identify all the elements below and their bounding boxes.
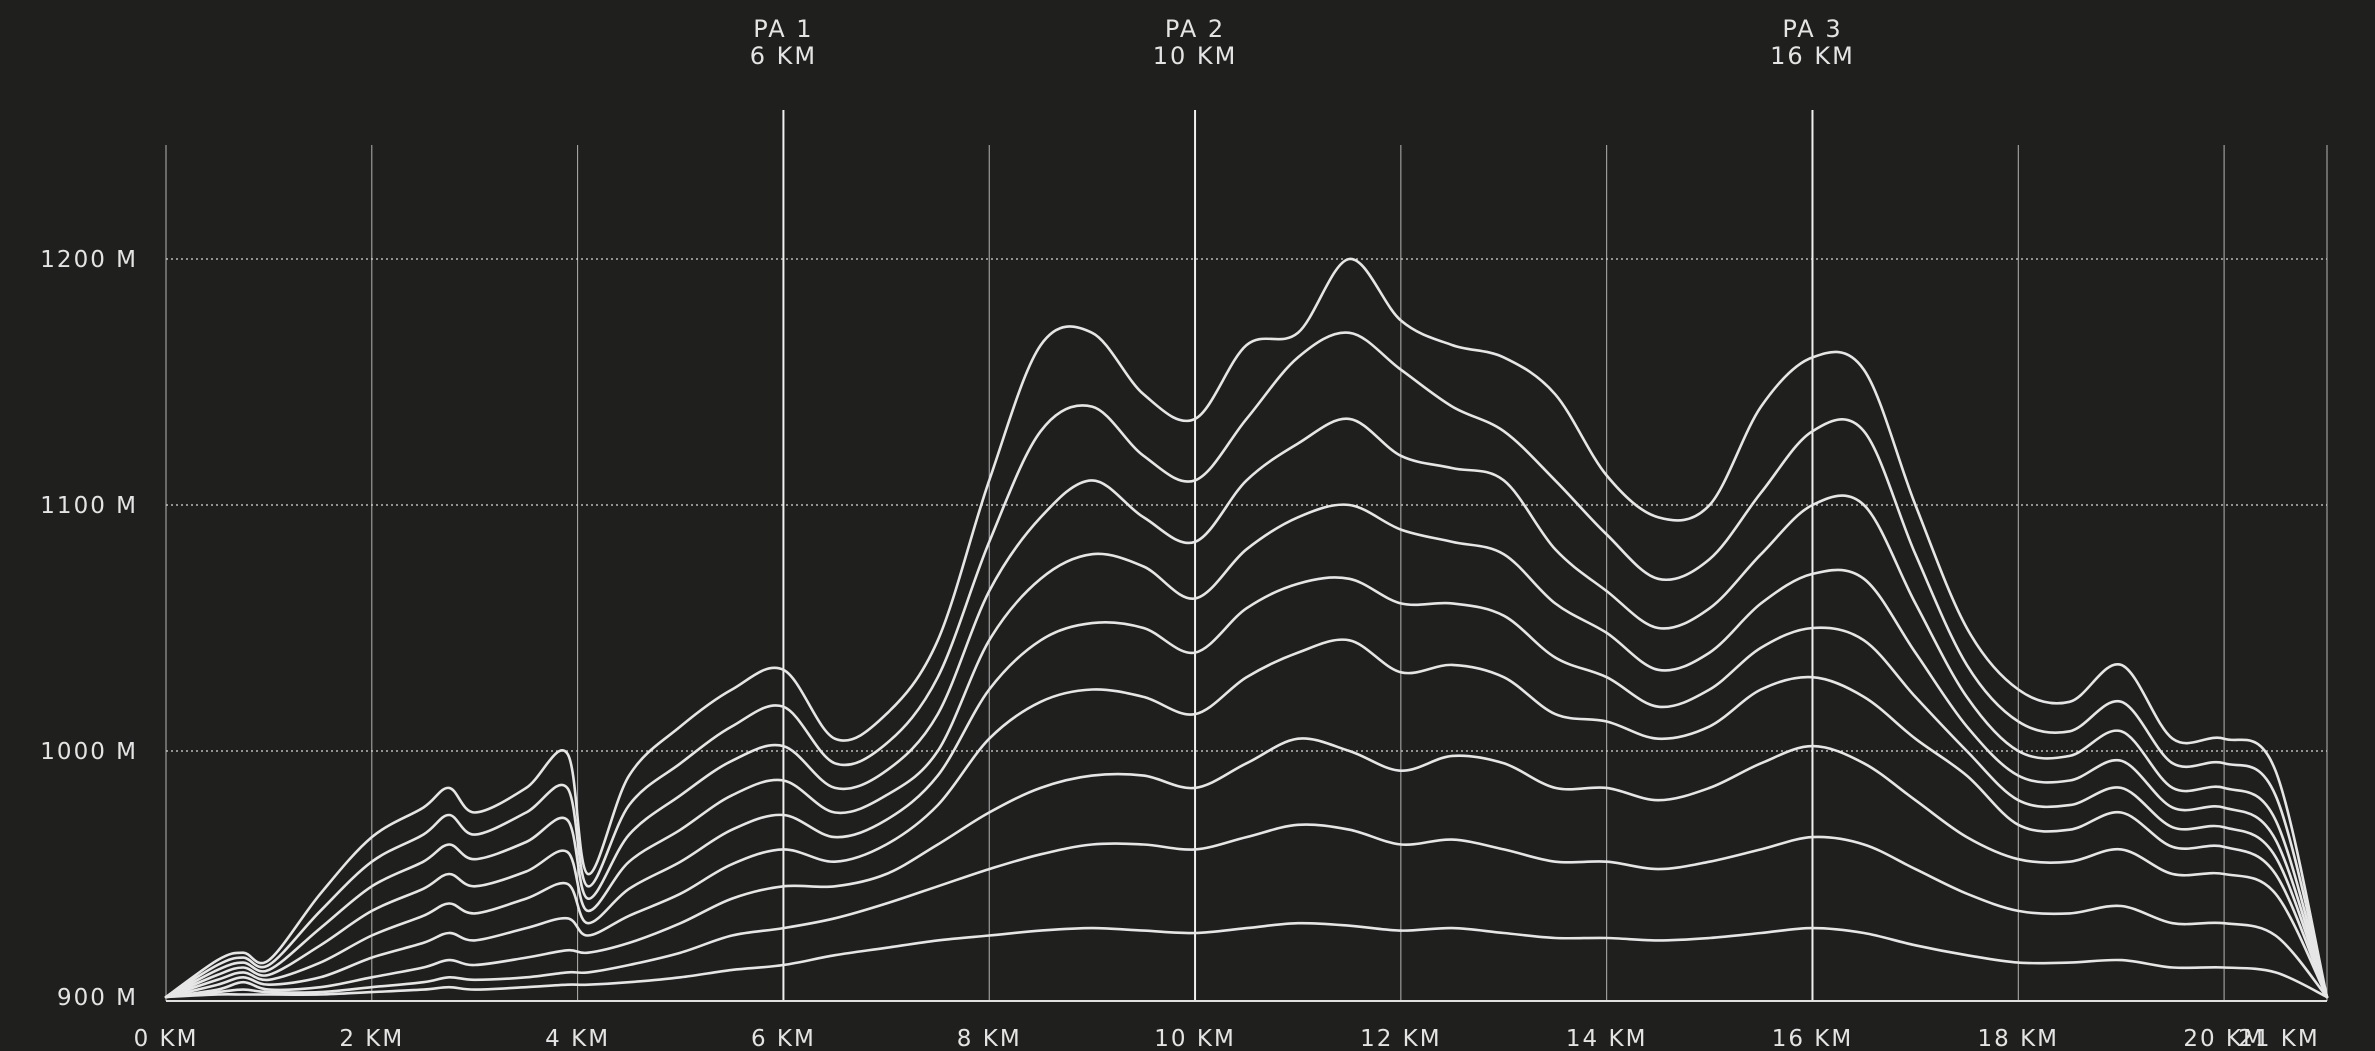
x-tick-label-6: 6 KM <box>751 1026 816 1051</box>
x-tick-labels: 0 KM 2 KM 4 KM 6 KM 8 KM 10 KM 12 KM 14 KM 16 KM… <box>134 1026 2320 1051</box>
x-tick-label-18: 18 KM <box>1978 1026 2060 1051</box>
series-line-7 <box>164 737 2329 999</box>
x-tick-label-0: 0 KM <box>134 1026 199 1051</box>
aid-station-markers: PA 16 KM PA 210 KM PA 316 KM <box>750 15 1855 1001</box>
series-line-9 <box>164 921 2329 999</box>
series-line-8 <box>164 823 2329 999</box>
vertical-gridlines <box>165 145 2328 1001</box>
x-tick-label-10: 10 KM <box>1154 1026 1236 1051</box>
x-tick-label-16: 16 KM <box>1772 1026 1854 1051</box>
y-tick-labels: 900 M 1000 M 1100 M 1200 M <box>40 247 138 1011</box>
x-tick-label-4: 4 KM <box>545 1026 610 1051</box>
series-line-3 <box>164 417 2329 999</box>
marker-distance-2: 10 KM <box>1153 42 1238 70</box>
marker-name-3: PA 3 <box>1782 15 1842 43</box>
x-tick-label-20: 20 KM <box>2183 1026 2265 1051</box>
y-tick-label-900: 900 M <box>57 985 138 1011</box>
marker-distance-1: 6 KM <box>750 42 817 70</box>
x-tick-label-2: 2 KM <box>339 1026 404 1051</box>
series-line-5 <box>164 576 2329 999</box>
marker-distance-3: 16 KM <box>1770 42 1855 70</box>
series-line-6 <box>164 638 2329 999</box>
x-tick-label-14: 14 KM <box>1566 1026 1648 1051</box>
x-tick-label-8: 8 KM <box>957 1026 1022 1051</box>
y-tick-label-1100: 1100 M <box>40 493 138 519</box>
series-line-2 <box>164 331 2329 999</box>
x-tick-label-21: 21 KM <box>2238 1026 2320 1051</box>
series-line-1 <box>164 257 2329 999</box>
y-tick-label-1200: 1200 M <box>40 247 138 273</box>
y-tick-label-1000: 1000 M <box>40 739 138 765</box>
x-tick-label-12: 12 KM <box>1360 1026 1442 1051</box>
elevation-series <box>164 257 2329 999</box>
marker-name-2: PA 2 <box>1165 15 1225 43</box>
series-line-4 <box>164 503 2329 999</box>
marker-name-1: PA 1 <box>753 15 813 43</box>
